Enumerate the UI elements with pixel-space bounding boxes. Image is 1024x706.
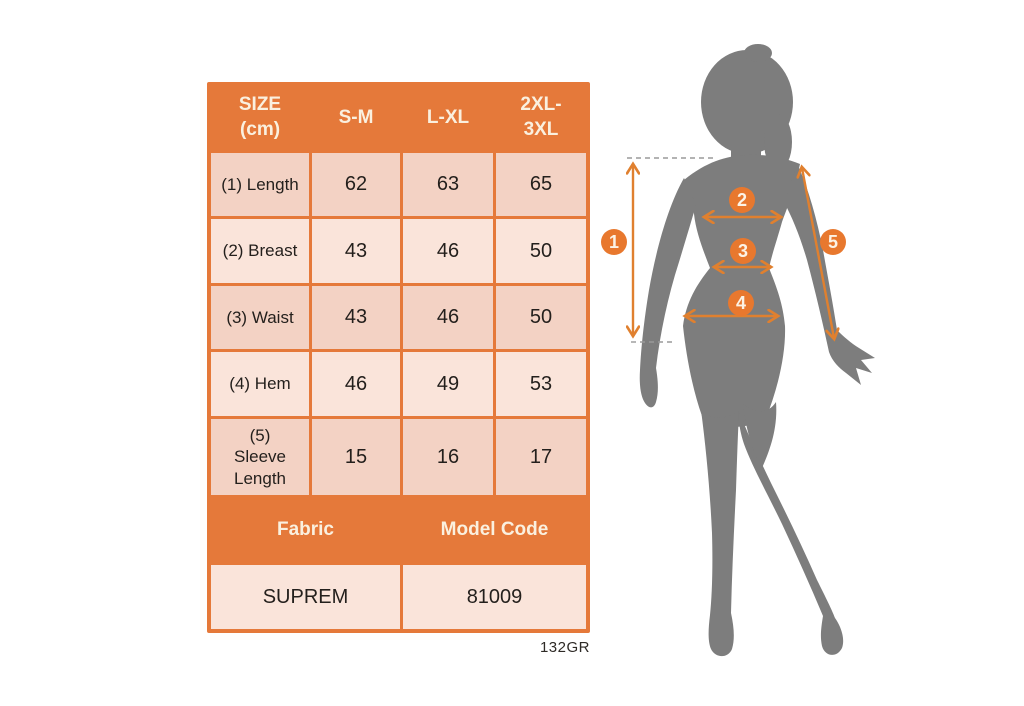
marker-1-number: 1: [609, 232, 619, 252]
measurement-arrows: [633, 165, 834, 338]
cell-breast-2xl3xl: 50: [496, 219, 586, 283]
marker-4: 4: [728, 290, 754, 316]
header-col-lxl: L-XL: [403, 86, 493, 150]
cell-waist-lxl: 46: [403, 286, 493, 349]
row-label-waist: (3) Waist: [211, 286, 309, 349]
silhouette-hair-side: [764, 114, 792, 170]
silhouette-right-leg: [738, 411, 844, 655]
cell-sleeve-lxl: 16: [403, 419, 493, 495]
cell-hem-lxl: 49: [403, 352, 493, 416]
cell-length-sm: 62: [312, 153, 400, 216]
cell-hem-sm: 46: [312, 352, 400, 416]
female-silhouette-icon: [639, 44, 875, 657]
header-size-unit: SIZE (cm): [211, 86, 309, 150]
header-col-sm: S-M: [312, 86, 400, 150]
measurement-diagram: 1 2 3 4 5: [601, 44, 875, 657]
row-label-sleeve-length: (5) Sleeve Length: [211, 419, 309, 495]
fabric-header: Fabric: [211, 498, 400, 562]
silhouette-right-thigh: [743, 402, 777, 468]
size-table: SIZE (cm) S-M L-XL 2XL-3XL (1) Length 62…: [207, 82, 590, 633]
sleeve-arrow: [802, 168, 834, 338]
silhouette-left-leg: [701, 410, 739, 657]
marker-3: 3: [730, 238, 756, 264]
cell-waist-2xl3xl: 50: [496, 286, 586, 349]
cell-breast-sm: 43: [312, 219, 400, 283]
marker-2-number: 2: [737, 190, 747, 210]
header-size-unit-label: SIZE (cm): [238, 94, 282, 140]
silhouette-right-arm: [784, 163, 875, 385]
cell-length-lxl: 63: [403, 153, 493, 216]
cell-sleeve-2xl3xl: 17: [496, 419, 586, 495]
row-label-length: (1) Length: [211, 153, 309, 216]
marker-5-number: 5: [828, 232, 838, 252]
row-label-sleeve-length-text: (5) Sleeve Length: [234, 426, 286, 488]
silhouette-hair-flick: [744, 44, 772, 62]
weight-footnote: 132GR: [539, 639, 590, 656]
model-code-value: 81009: [403, 565, 586, 629]
header-col-2xl3xl-label: 2XL-3XL: [520, 94, 562, 140]
silhouette-left-arm: [639, 178, 696, 408]
marker-2: 2: [729, 187, 755, 213]
marker-4-number: 4: [736, 293, 746, 313]
cell-breast-lxl: 46: [403, 219, 493, 283]
cell-length-2xl3xl: 65: [496, 153, 586, 216]
marker-1: 1: [601, 229, 627, 255]
cell-waist-sm: 43: [312, 286, 400, 349]
cell-hem-2xl3xl: 53: [496, 352, 586, 416]
row-label-breast: (2) Breast: [211, 219, 309, 283]
marker-badges: 1 2 3 4 5: [601, 187, 846, 316]
model-code-header: Model Code: [403, 498, 586, 562]
fabric-value: SUPREM: [211, 565, 400, 629]
header-col-2xl3xl: 2XL-3XL: [496, 86, 586, 150]
cell-sleeve-sm: 15: [312, 419, 400, 495]
row-label-hem: (4) Hem: [211, 352, 309, 416]
marker-5: 5: [820, 229, 846, 255]
marker-3-number: 3: [738, 241, 748, 261]
dashed-guides: [627, 157, 717, 343]
